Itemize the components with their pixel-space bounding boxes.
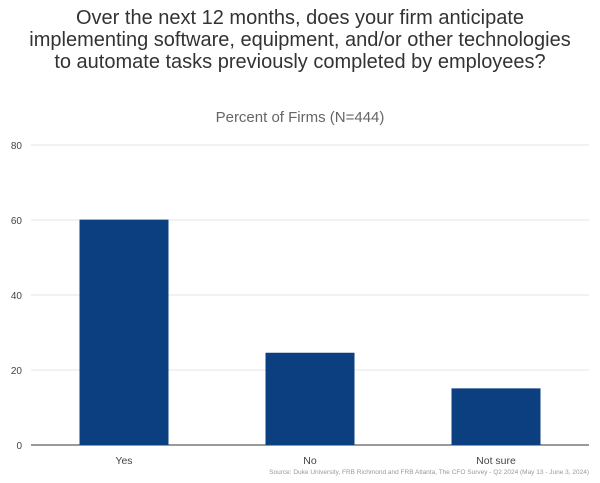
y-tick-label: 0: [16, 441, 22, 452]
x-tick-label: Not sure: [476, 455, 516, 467]
bar: [451, 388, 541, 445]
bar: [79, 219, 169, 445]
source-note: Source: Duke University, FRB Richmond an…: [269, 469, 589, 476]
x-tick-label: Yes: [115, 455, 132, 467]
y-tick-label: 40: [11, 291, 23, 302]
bar: [265, 352, 355, 445]
y-tick-label: 80: [11, 141, 23, 152]
chart-subtitle: Percent of Firms (N=444): [215, 109, 385, 126]
y-tick-label: 20: [11, 366, 23, 377]
x-tick-label: No: [303, 455, 317, 467]
chart-title: Over the next 12 months, does your firm …: [29, 7, 571, 73]
y-tick-label: 60: [11, 216, 23, 227]
